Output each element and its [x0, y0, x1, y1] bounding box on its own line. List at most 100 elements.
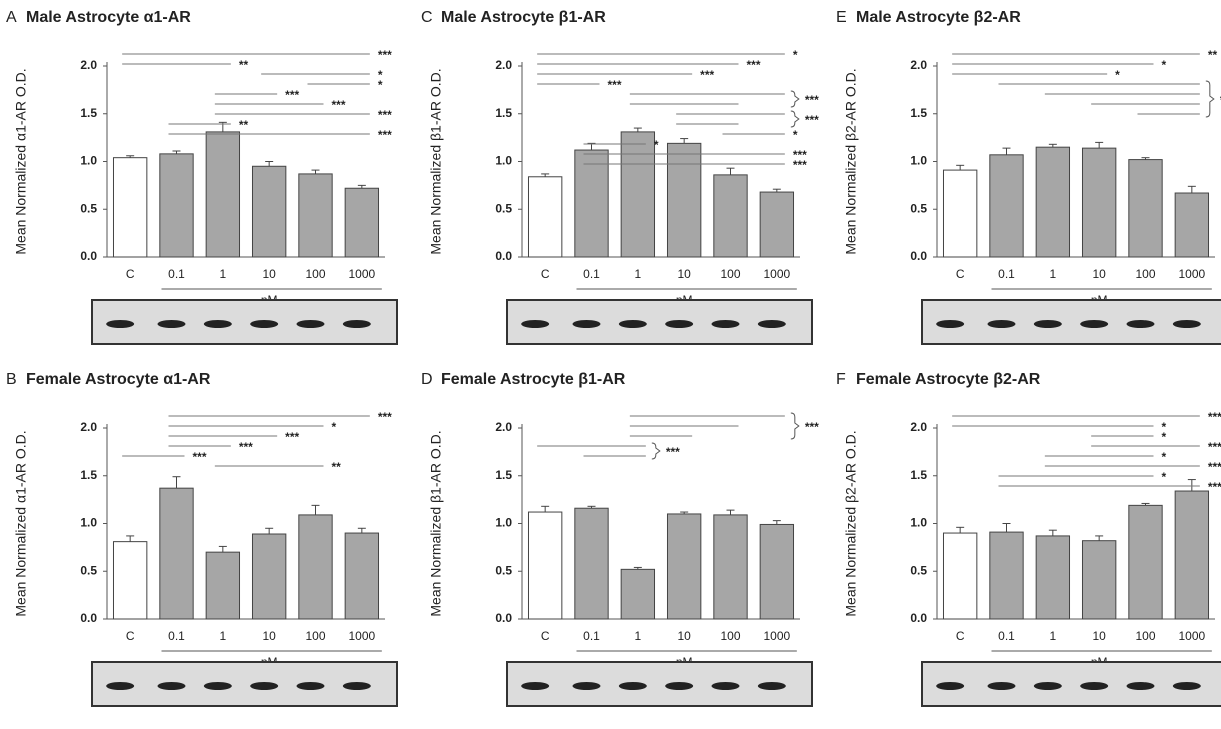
significance-label: *	[793, 128, 798, 142]
x-tick-label: 10	[262, 629, 276, 643]
x-tick-label: 100	[720, 629, 740, 643]
y-tick-label: 0.0	[80, 249, 97, 263]
x-tick-label: 100	[305, 267, 325, 281]
blot-band	[1127, 682, 1155, 690]
significance-label: ***	[805, 93, 819, 107]
x-tick-label: C	[956, 267, 965, 281]
panel-letter: A	[6, 9, 17, 26]
chart-title: Female Astrocyte β2-AR	[856, 371, 1041, 388]
significance-label: *	[1162, 430, 1167, 444]
significance-label: ***	[747, 58, 761, 72]
blot-band	[936, 320, 964, 328]
comparison-bracket	[791, 91, 799, 107]
comparison-bracket	[1206, 81, 1214, 117]
panel-letter: B	[6, 371, 17, 388]
significance-label: ***	[700, 68, 714, 82]
x-tick-label: 1000	[763, 629, 790, 643]
x-tick-label: 10	[1092, 267, 1106, 281]
significance-label: **	[332, 460, 342, 474]
blot-band	[758, 682, 786, 690]
significance-label: *	[1162, 470, 1167, 484]
blot-band	[297, 682, 325, 690]
y-tick-label: 1.5	[910, 468, 927, 482]
y-tick-label: 0.5	[495, 563, 512, 577]
significance-label: ***	[239, 440, 253, 454]
x-tick-label: 0.1	[583, 267, 600, 281]
chart-title: Male Astrocyte α1-AR	[26, 9, 191, 26]
blot-band	[343, 682, 371, 690]
panel-letter: C	[421, 9, 433, 26]
blot-band	[204, 682, 232, 690]
y-tick-label: 0.5	[910, 201, 927, 215]
x-tick-label: 100	[720, 267, 740, 281]
blot-band	[665, 682, 693, 690]
blot-band	[988, 682, 1016, 690]
significance-label: ***	[285, 430, 299, 444]
x-tick-label: 0.1	[998, 629, 1015, 643]
y-tick-label: 0.0	[910, 249, 927, 263]
y-tick-label: 2.0	[910, 58, 927, 72]
blot-band	[106, 320, 134, 328]
blot-band	[250, 682, 278, 690]
bar	[206, 552, 239, 619]
blot-band	[1034, 320, 1062, 328]
blot-band	[297, 320, 325, 328]
significance-label: ***	[332, 98, 346, 112]
blot-band	[573, 320, 601, 328]
blot-band	[521, 320, 549, 328]
significance-label: *	[1115, 68, 1120, 82]
y-tick-label: 1.0	[80, 516, 97, 530]
y-tick-label: 2.0	[495, 58, 512, 72]
y-tick-label: 0.0	[495, 611, 512, 625]
x-tick-label: 100	[1135, 629, 1155, 643]
bar	[943, 533, 976, 619]
bar	[1036, 536, 1069, 619]
x-tick-label: 0.1	[168, 629, 185, 643]
bar	[1082, 148, 1115, 257]
x-tick-label: C	[541, 629, 550, 643]
bar	[299, 174, 332, 257]
y-axis-label: Mean Normalized β1-AR O.D.	[428, 430, 444, 616]
x-tick-label: 1	[219, 629, 226, 643]
x-tick-label: 1	[1049, 267, 1056, 281]
y-tick-label: 2.0	[80, 420, 97, 434]
bar	[667, 143, 700, 257]
y-axis-label: Mean Normalized β2-AR O.D.	[843, 68, 859, 254]
bar	[160, 154, 193, 257]
significance-label: *	[793, 48, 798, 62]
significance-label: **	[1208, 48, 1218, 62]
y-tick-label: 0.5	[910, 563, 927, 577]
x-tick-label: 1	[634, 267, 641, 281]
significance-label: *	[654, 138, 659, 152]
bar	[1036, 147, 1069, 257]
x-tick-label: C	[956, 629, 965, 643]
bar	[206, 132, 239, 257]
significance-label: ***	[608, 78, 622, 92]
chart-title: Male Astrocyte β1-AR	[441, 9, 606, 26]
significance-label: ***	[1208, 480, 1221, 494]
blot-band	[204, 320, 232, 328]
bar	[160, 488, 193, 619]
y-tick-label: 1.0	[910, 516, 927, 530]
chart-title: Female Astrocyte β1-AR	[441, 371, 626, 388]
y-tick-label: 1.5	[495, 468, 512, 482]
blot-band	[712, 320, 740, 328]
x-tick-label: 0.1	[583, 629, 600, 643]
significance-label: ***	[378, 108, 392, 122]
bar	[667, 514, 700, 619]
blot-band	[936, 682, 964, 690]
bar	[714, 175, 747, 257]
x-tick-label: 1000	[763, 267, 790, 281]
blot-band	[343, 320, 371, 328]
x-tick-label: C	[126, 629, 135, 643]
bar	[760, 524, 793, 619]
chart-title: Male Astrocyte β2-AR	[856, 9, 1021, 26]
significance-label: ***	[285, 88, 299, 102]
blot-band	[1080, 320, 1108, 328]
blot-band	[1173, 320, 1201, 328]
y-tick-label: 1.5	[910, 106, 927, 120]
y-tick-label: 1.0	[910, 154, 927, 168]
blot-band	[665, 320, 693, 328]
x-tick-label: C	[541, 267, 550, 281]
x-tick-label: 10	[1092, 629, 1106, 643]
